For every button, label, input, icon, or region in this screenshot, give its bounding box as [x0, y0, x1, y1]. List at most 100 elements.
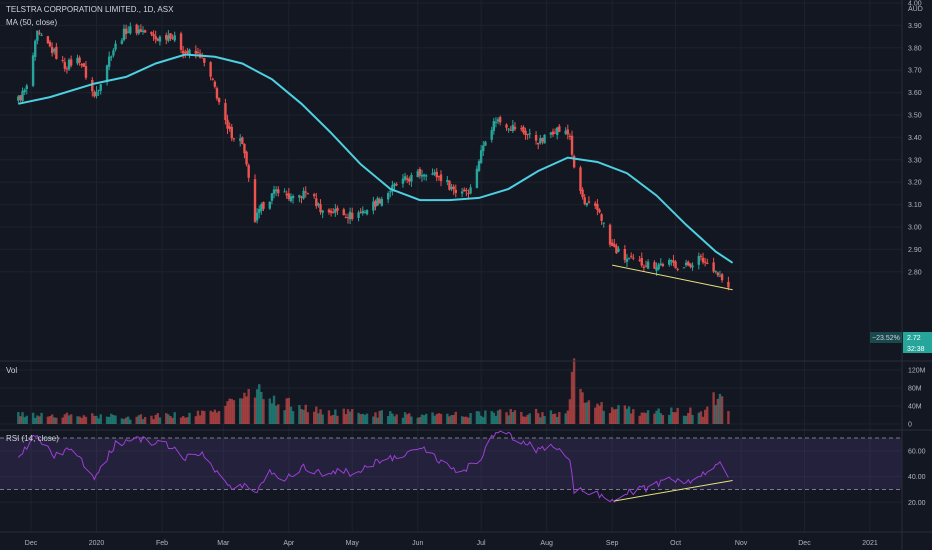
volume-bar	[171, 417, 174, 424]
candle-body	[194, 50, 198, 54]
volume-bar	[200, 410, 204, 424]
volume-bar	[31, 412, 35, 424]
price-tick-label: 3.40	[908, 135, 922, 142]
volume-bar	[365, 413, 369, 424]
volume-bar	[617, 405, 620, 424]
candle-body	[520, 128, 523, 130]
time-tick-label: Jul	[477, 540, 486, 547]
volume-bar	[543, 416, 546, 424]
candle-body	[564, 130, 567, 134]
volume-bar	[439, 413, 443, 424]
last-price-badge	[903, 332, 932, 343]
candle-body	[467, 192, 470, 194]
volume-bar	[243, 392, 246, 424]
candle-body	[613, 243, 616, 247]
candle-body	[97, 89, 100, 91]
volume-bar	[124, 417, 128, 424]
volume-bar	[610, 407, 614, 424]
candle-body	[48, 41, 52, 47]
time-tick-label: 2020	[89, 540, 105, 547]
volume-bar	[348, 411, 352, 424]
candle-body	[405, 178, 409, 180]
time-tick-label: Oct	[670, 540, 681, 547]
candle-body	[386, 193, 390, 200]
volume-bar	[21, 412, 24, 424]
candle-body	[17, 96, 20, 101]
candle-body	[541, 137, 544, 142]
volume-bar	[579, 388, 582, 424]
volume-bar	[655, 410, 658, 424]
countdown-text: 32:38	[907, 346, 925, 353]
volume-bar	[253, 397, 257, 424]
volume-bar	[490, 411, 493, 424]
volume-bar	[541, 412, 544, 424]
candle-body	[184, 51, 187, 53]
candle-body	[714, 271, 717, 273]
candle-body	[642, 266, 646, 268]
time-tick-label: Sep	[606, 540, 619, 547]
candle-body	[376, 198, 379, 206]
volume-bar	[91, 413, 94, 424]
candle-body	[454, 189, 457, 193]
candle-body	[274, 189, 278, 192]
volume-bar	[676, 407, 679, 424]
candle-body	[585, 203, 589, 206]
price-tick-label: 3.80	[908, 45, 922, 52]
candle-body	[21, 91, 24, 101]
candle-body	[50, 46, 54, 53]
volume-bar	[332, 414, 335, 424]
volume-bar	[507, 415, 510, 424]
volume-bar	[258, 384, 261, 424]
volume-bar	[712, 392, 715, 424]
volume-bar	[319, 409, 322, 424]
volume-bar	[553, 413, 557, 424]
candle-body	[570, 135, 574, 155]
candle-body	[285, 193, 288, 196]
candle-body	[566, 129, 569, 135]
volume-bar	[209, 410, 212, 424]
symbol-title[interactable]: TELSTRA CORPORATION LIMITED., 1D, ASX	[6, 5, 174, 14]
volume-bar	[642, 412, 646, 424]
candle-body	[61, 59, 64, 61]
time-tick-label: Apr	[283, 540, 295, 547]
volume-bar	[401, 417, 405, 424]
volume-bar	[494, 415, 498, 424]
time-axis-labels[interactable]: Dec 2020 Feb Mar Apr May Jun Jul Aug Sep Oct Nov Dec…	[25, 540, 878, 547]
volume-bar	[317, 413, 320, 424]
volume-bar	[127, 416, 130, 424]
volume-bar	[188, 412, 191, 424]
volume-bar	[154, 414, 157, 424]
candle-body	[127, 31, 130, 33]
price-axis-labels[interactable]: 4.00 3.90 3.80 3.70 3.60 3.50 3.40 3.30 3.20 3.10…	[908, 1, 922, 277]
candle-body	[255, 212, 259, 221]
candle-body	[424, 175, 428, 177]
candle-body	[492, 121, 496, 132]
candle-body	[587, 201, 591, 203]
volume-bar	[120, 418, 124, 424]
candle-body	[158, 36, 162, 42]
candle-body	[327, 209, 331, 213]
volume-bar	[36, 415, 39, 424]
volume-bar	[492, 412, 496, 424]
rsi-legend[interactable]: RSI (14, close)	[6, 434, 59, 443]
volume-bar	[329, 415, 333, 424]
candle-body	[697, 256, 701, 265]
candle-body	[712, 262, 715, 272]
ma-legend[interactable]: MA (50, close)	[6, 18, 57, 27]
volume-bar	[46, 416, 50, 424]
volume-bar	[357, 412, 360, 424]
candle-body	[403, 176, 407, 180]
candle-body	[165, 35, 168, 40]
volume-bar	[344, 414, 348, 424]
candle-body	[114, 43, 117, 50]
candle-body	[129, 26, 132, 34]
volume-legend[interactable]: Vol	[6, 366, 17, 375]
volume-bar	[496, 410, 500, 424]
candle-body	[450, 186, 453, 189]
change-badge-text: −23.52%	[872, 335, 900, 342]
volume-bar	[158, 417, 162, 424]
candle-body	[298, 195, 301, 198]
candle-body	[416, 171, 419, 178]
volume-bar	[135, 416, 138, 424]
